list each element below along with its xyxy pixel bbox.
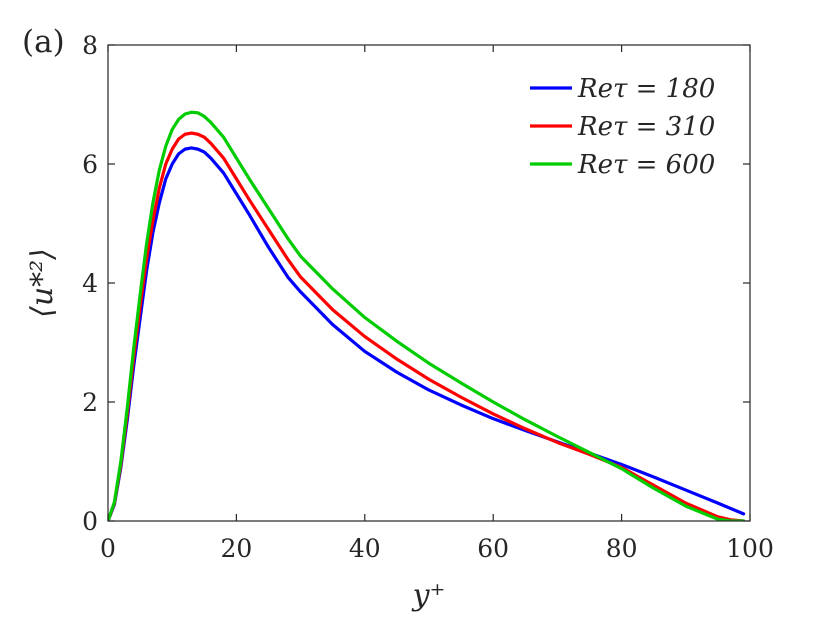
y-tick-label-4: 8 — [82, 31, 98, 60]
y-tick-label-1: 2 — [82, 388, 98, 417]
y-axis-title: ⟨u*²⟩ — [25, 248, 60, 318]
panel-label: (a) — [22, 24, 65, 60]
x-tick-label-3: 60 — [477, 534, 509, 563]
legend-label-2: Reτ = 310 — [577, 112, 715, 142]
x-tick-label-5: 100 — [726, 534, 774, 563]
x-axis-title: y⁺ — [411, 578, 446, 613]
legend-label-1: Reτ = 180 — [577, 74, 715, 104]
series-layer — [108, 110, 746, 521]
x-tick-label-2: 40 — [349, 534, 381, 563]
y-tick-label-2: 4 — [82, 269, 98, 298]
x-tick-label-0: 0 — [100, 534, 116, 563]
ticks-layer: 0 20 40 60 80 100 0 2 4 6 8 — [82, 31, 774, 563]
y-tick-label-0: 0 — [82, 507, 98, 536]
series-line-1 — [108, 146, 746, 521]
y-tick-label-3: 6 — [82, 150, 98, 179]
series-line-2 — [108, 131, 746, 521]
legend-label-3: Reτ = 600 — [577, 150, 715, 180]
x-tick-label-4: 80 — [606, 534, 638, 563]
x-tick-label-1: 20 — [220, 534, 252, 563]
series-line-3 — [108, 110, 746, 521]
legend: Reτ = 180 Reτ = 310 Reτ = 600 — [530, 74, 715, 180]
